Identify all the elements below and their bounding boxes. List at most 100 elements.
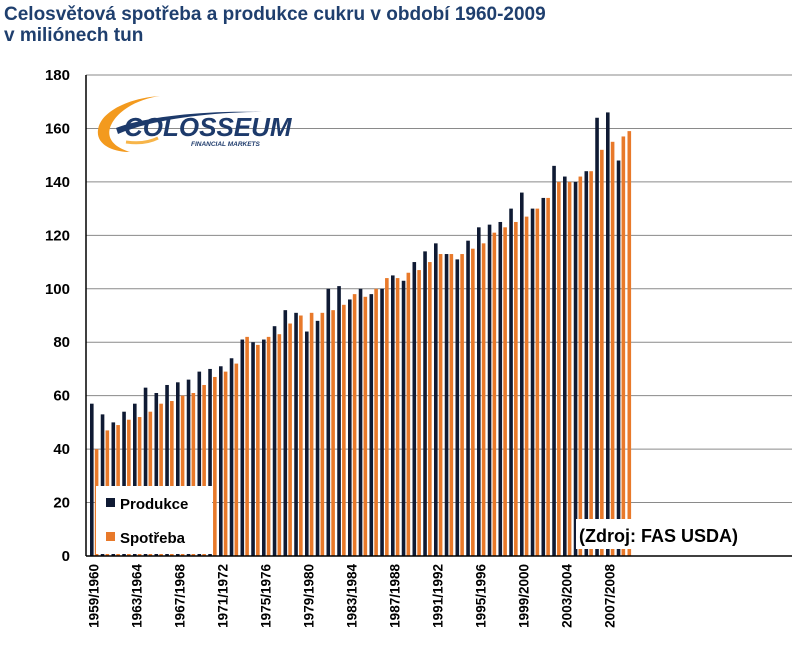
bar-produkce-1975-1976 xyxy=(262,339,266,556)
y-tick-label-20: 20 xyxy=(53,495,70,512)
bar-produkce-2008-2009 xyxy=(616,160,621,556)
bar-spotreba-1987-1988 xyxy=(395,278,400,556)
colosseum-swoosh-logo xyxy=(97,96,262,152)
bar-spotreba-1969-1970 xyxy=(202,384,206,556)
bar-produkce-1999-2000 xyxy=(520,192,524,557)
bar-produkce-1997-1998 xyxy=(498,221,503,556)
logo-wordmark: COLOSSEUM xyxy=(124,112,293,142)
bar-spotreba-1984-1985 xyxy=(363,296,368,556)
x-tick-label-2007-2008: 2007/2008 xyxy=(603,564,618,628)
bar-produkce-1972-1973 xyxy=(229,358,234,556)
bar-produkce-1995-1996 xyxy=(477,227,481,557)
bar-produkce-1965-1966 xyxy=(154,392,159,556)
bar-produkce-1984-1985 xyxy=(358,288,363,556)
bar-spotreba-2002-2003 xyxy=(557,181,561,556)
y-tick-label-120: 120 xyxy=(45,227,70,244)
bar-spotreba-1976-1977 xyxy=(277,334,282,556)
bar-spotreba-1985-1986 xyxy=(374,288,378,556)
x-tick-label-1971-1972: 1971/1972 xyxy=(216,564,231,628)
bar-spotreba-1994-1995 xyxy=(471,248,475,556)
x-tick-label-2003-2004: 2003/2004 xyxy=(560,564,575,628)
bar-produkce-1967-1968 xyxy=(176,382,180,556)
bar-spotreba-1991-1992 xyxy=(438,254,443,557)
bar-produkce-1966-1967 xyxy=(165,384,169,556)
bar-produkce-1970-1971 xyxy=(208,368,212,556)
bar-spotreba-1978-1979 xyxy=(299,315,303,556)
legend: Produkce Spotřeba xyxy=(96,486,212,554)
bar-spotreba-1990-1991 xyxy=(428,262,432,556)
bar-produkce-1989-1990 xyxy=(412,262,417,556)
bar-produkce-1982-1983 xyxy=(337,286,341,556)
y-tick-label-80: 80 xyxy=(53,334,70,351)
bar-spotreba-1979-1980 xyxy=(309,312,314,556)
chart-title-line1: Celosvětová spotřeba a produkce cukru v … xyxy=(4,4,546,25)
x-tick-label-1991-1992: 1991/1992 xyxy=(431,564,446,628)
bar-produkce-1963-1964 xyxy=(133,403,137,556)
axes xyxy=(85,75,792,557)
bar-spotreba-1992-1993 xyxy=(449,254,454,557)
bar-produkce-1974-1975 xyxy=(251,342,255,556)
bar-spotreba-1975-1976 xyxy=(266,336,271,556)
bar-spotreba-2008-2009 xyxy=(621,136,626,556)
bar-produkce-1960-1961 xyxy=(100,414,105,556)
y-tick-label-180: 180 xyxy=(45,67,70,84)
y-tick-label-60: 60 xyxy=(53,388,70,405)
bar-spotreba-1973-1974 xyxy=(245,336,249,556)
bar-spotreba-1989-1990 xyxy=(417,270,421,556)
bar-produkce-1980-1981 xyxy=(315,320,320,556)
bar-spotreba-1968-1969 xyxy=(191,392,196,556)
bar-produkce-1986-1987 xyxy=(380,288,384,556)
x-tick-label-1959-1960: 1959/1960 xyxy=(87,564,102,628)
bar-produkce-1962-1963 xyxy=(122,411,126,556)
x-tick-label-1975-1976: 1975/1976 xyxy=(259,564,274,628)
legend-box xyxy=(96,486,212,554)
bar-produkce-1988-1989 xyxy=(401,280,406,556)
bar-spotreba-1977-1978 xyxy=(288,323,292,556)
bar-spotreba-1982-1983 xyxy=(342,304,346,556)
bar-produkce-2001-2002 xyxy=(541,197,546,556)
bar-spotreba-2007-2008 xyxy=(610,141,615,557)
source-note: (Zdroj: FAS USDA) xyxy=(576,519,782,549)
bar-spotreba-1965-1966 xyxy=(159,403,163,556)
bar-produkce-1992-1993 xyxy=(444,254,449,557)
bar-spotreba-1999-2000 xyxy=(524,216,529,556)
bar-spotreba-1981-1982 xyxy=(331,310,335,556)
bar-produkce-1978-1979 xyxy=(294,312,298,556)
bar-produkce-1991-1992 xyxy=(434,243,438,556)
bar-produkce-2004-2005 xyxy=(573,181,578,556)
y-tick-label-160: 160 xyxy=(45,120,70,137)
bar-spotreba-2004-2005 xyxy=(578,176,583,557)
bar-spotreba-1986-1987 xyxy=(385,278,389,556)
bar-produkce-1976-1977 xyxy=(272,326,277,556)
bar-tail-partial xyxy=(627,131,632,556)
bar-spotreba-1967-1968 xyxy=(180,395,185,556)
x-tick-label-1999-2000: 1999/2000 xyxy=(517,564,532,628)
y-tick-label-0: 0 xyxy=(62,548,70,565)
chart-subtitle: v miliónech tun xyxy=(4,25,144,46)
bar-produkce-1993-1994 xyxy=(455,259,460,556)
logo-tagline: FINANCIAL MARKETS xyxy=(191,141,261,148)
bar-produkce-2002-2003 xyxy=(552,165,556,556)
bar-produkce-1968-1969 xyxy=(186,379,191,556)
bar-spotreba-1997-1998 xyxy=(503,227,507,557)
bar-produkce-1981-1982 xyxy=(326,288,331,556)
bar-spotreba-1971-1972 xyxy=(223,371,228,556)
bar-spotreba-1983-1984 xyxy=(352,294,357,556)
bar-spotreba-1972-1973 xyxy=(234,363,239,556)
source-note-box xyxy=(576,519,782,549)
bar-spotreba-2000-2001 xyxy=(535,208,540,556)
colosseum-logo: COLOSSEUM FINANCIAL MARKETS xyxy=(97,96,293,152)
bar-produkce-2000-2001 xyxy=(530,208,535,556)
bar-spotreba-1988-1989 xyxy=(406,272,411,556)
bar-produkce-1973-1974 xyxy=(240,339,245,556)
bar-produkce-1964-1965 xyxy=(143,387,148,556)
bar-spotreba-2001-2002 xyxy=(546,197,550,556)
bar-produkce-1969-1970 xyxy=(197,371,202,556)
legend-swatch-spotreba xyxy=(106,532,115,541)
bar-spotreba-2006-2007 xyxy=(600,149,604,557)
x-tick-label-1979-1980: 1979/1980 xyxy=(302,564,317,628)
y-axis-ticks: 0 20 40 60 80 100 120 140 160 180 xyxy=(45,67,70,565)
chart-title: Celosvětová spotřeba a produkce cukru v … xyxy=(4,4,546,46)
bar-produkce-2003-2004 xyxy=(563,176,567,557)
